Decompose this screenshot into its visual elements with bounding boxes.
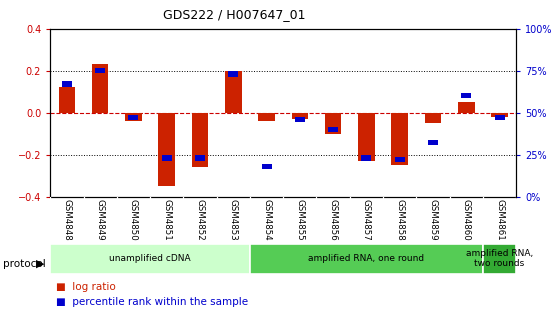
Text: amplified RNA,
two rounds: amplified RNA, two rounds: [466, 249, 533, 268]
Bar: [92, 64, 108, 113]
Bar: [59, 87, 75, 113]
Text: ■  percentile rank within the sample: ■ percentile rank within the sample: [56, 297, 248, 307]
Text: GSM4860: GSM4860: [461, 199, 471, 241]
Bar: [162, 155, 172, 161]
Bar: [461, 93, 471, 98]
Text: GSM4855: GSM4855: [295, 199, 304, 241]
Text: GSM4858: GSM4858: [395, 199, 404, 241]
Bar: [491, 113, 508, 117]
Bar: [325, 113, 341, 134]
Bar: [328, 127, 338, 132]
Bar: [395, 157, 405, 162]
Bar: [128, 115, 138, 120]
Text: protocol: protocol: [3, 259, 46, 269]
Bar: [358, 113, 375, 161]
Text: GDS222 / H007647_01: GDS222 / H007647_01: [163, 8, 306, 22]
Text: unamplified cDNA: unamplified cDNA: [109, 254, 191, 263]
Bar: [258, 113, 275, 121]
Bar: [195, 155, 205, 161]
Text: GSM4854: GSM4854: [262, 199, 271, 241]
Bar: [295, 117, 305, 122]
Text: GSM4859: GSM4859: [429, 199, 437, 241]
Bar: [425, 113, 441, 123]
Text: GSM4849: GSM4849: [95, 199, 105, 241]
Bar: [362, 155, 372, 161]
Bar: [95, 68, 105, 73]
Bar: [291, 113, 308, 119]
Text: amplified RNA, one round: amplified RNA, one round: [309, 254, 425, 263]
Text: GSM4856: GSM4856: [329, 199, 338, 241]
Text: GSM4857: GSM4857: [362, 199, 371, 241]
Text: GSM4850: GSM4850: [129, 199, 138, 241]
Text: GSM4851: GSM4851: [162, 199, 171, 241]
Bar: [262, 164, 272, 169]
Bar: [158, 113, 175, 186]
Text: ▶: ▶: [36, 259, 45, 269]
Text: GSM4861: GSM4861: [495, 199, 504, 241]
Text: GSM4853: GSM4853: [229, 199, 238, 241]
Bar: [494, 115, 504, 120]
Text: ■  log ratio: ■ log ratio: [56, 282, 116, 292]
Text: GSM4852: GSM4852: [195, 199, 204, 241]
Bar: [191, 113, 208, 167]
FancyBboxPatch shape: [250, 244, 483, 274]
Bar: [428, 140, 438, 145]
FancyBboxPatch shape: [50, 244, 250, 274]
Bar: [228, 71, 238, 77]
Bar: [391, 113, 408, 165]
FancyBboxPatch shape: [483, 244, 516, 274]
Bar: [225, 71, 242, 113]
Bar: [125, 113, 142, 121]
Bar: [62, 81, 72, 87]
Text: GSM4848: GSM4848: [62, 199, 71, 241]
Bar: [458, 102, 474, 113]
